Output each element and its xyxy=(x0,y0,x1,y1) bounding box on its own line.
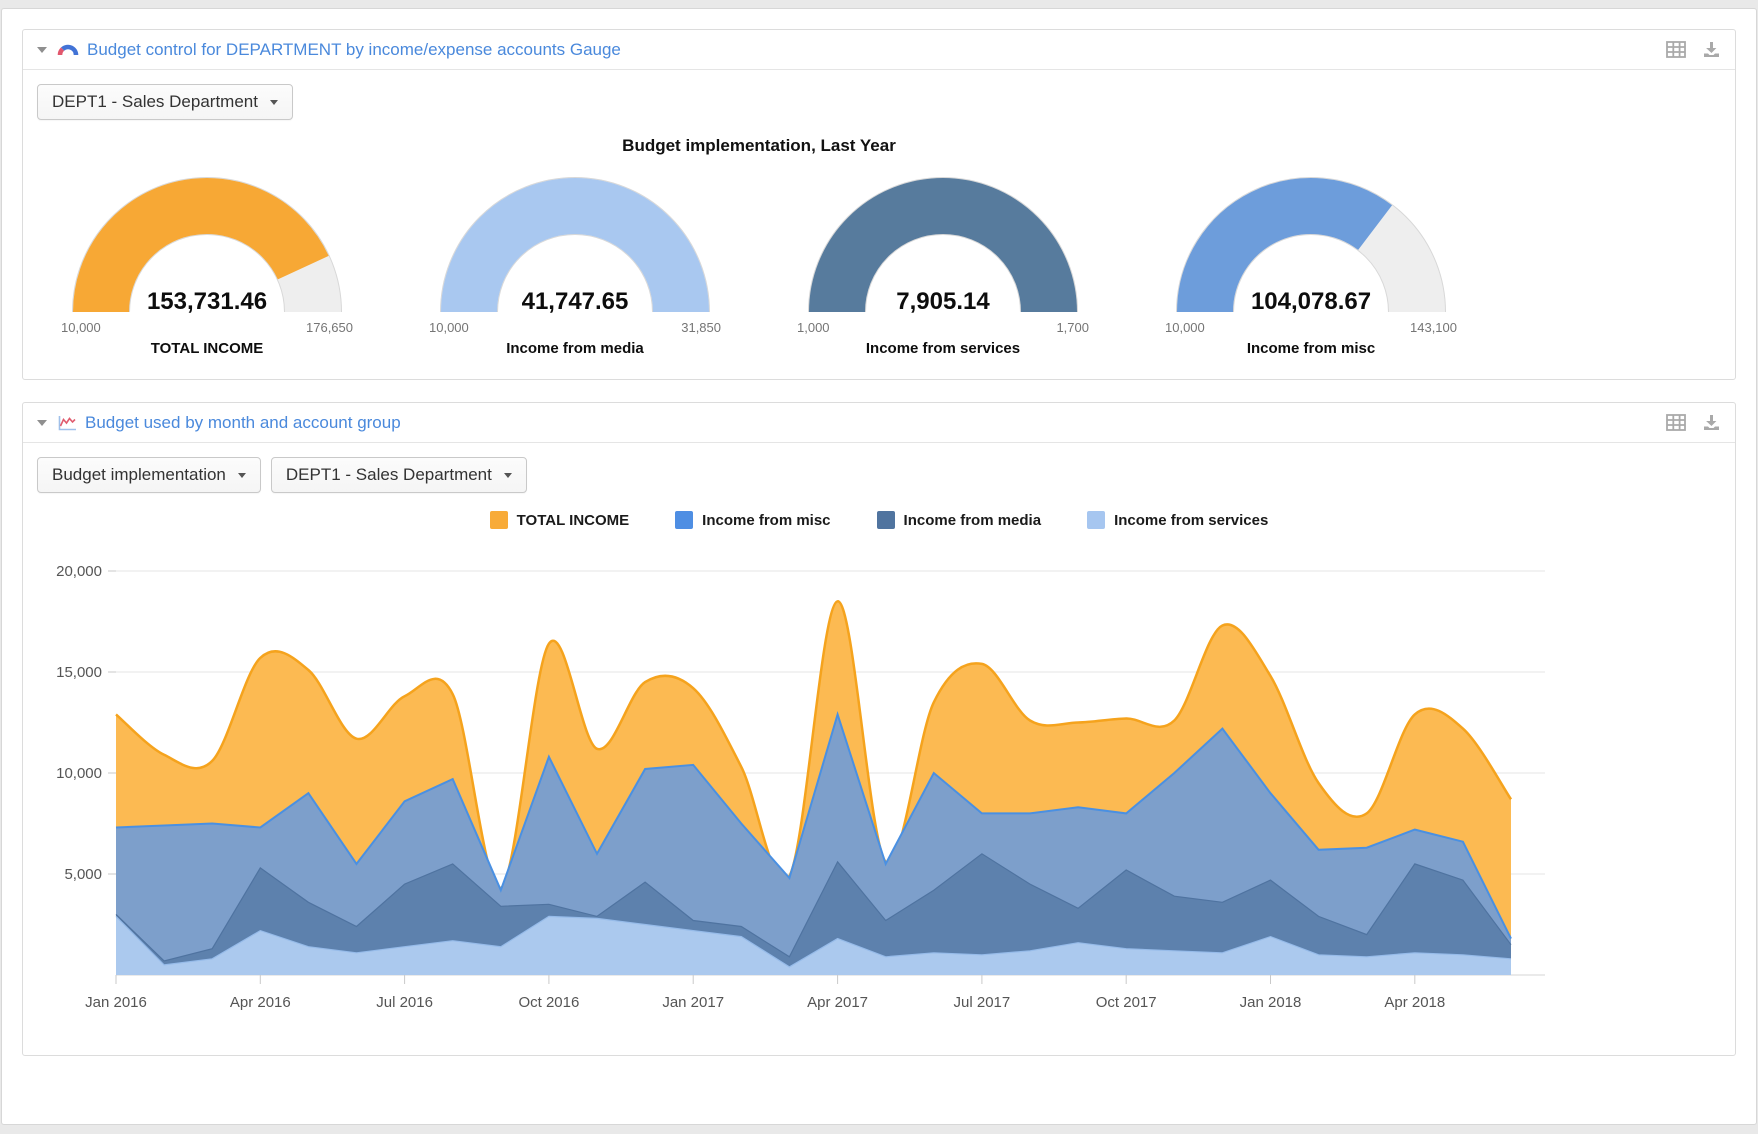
department-dropdown-value: DEPT1 - Sales Department xyxy=(286,465,492,485)
gauge-chart-title: Budget implementation, Last Year xyxy=(23,126,1735,162)
gauge-income-services: 7,905.14 1,000 1,700 Income from service… xyxy=(759,166,1127,357)
gauge-value: 153,731.46 xyxy=(57,288,357,316)
legend-label: TOTAL INCOME xyxy=(517,512,630,529)
gauge-total-income: 153,731.46 10,000 176,650 TOTAL INCOME xyxy=(23,166,391,357)
area-panel-filters: Budget implementation DEPT1 - Sales Depa… xyxy=(23,443,1735,499)
caret-down-icon xyxy=(238,473,246,478)
department-dropdown[interactable]: DEPT1 - Sales Department xyxy=(37,84,293,120)
legend-label: Income from services xyxy=(1114,512,1268,529)
svg-text:20,000: 20,000 xyxy=(56,563,102,580)
gauge-income-media: 41,747.65 10,000 31,850 Income from medi… xyxy=(391,166,759,357)
svg-text:Apr 2017: Apr 2017 xyxy=(807,994,868,1011)
gauge-value: 41,747.65 xyxy=(425,288,725,316)
svg-text:Jul 2016: Jul 2016 xyxy=(376,994,433,1011)
svg-text:Oct 2017: Oct 2017 xyxy=(1096,994,1157,1011)
legend-item[interactable]: Income from services xyxy=(1087,511,1268,529)
gauge-title: Income from media xyxy=(391,340,759,357)
gauge-value: 7,905.14 xyxy=(793,288,1093,316)
dataset-dropdown[interactable]: Budget implementation xyxy=(37,457,261,493)
gauge-value: 104,078.67 xyxy=(1161,288,1461,316)
gauge-min-label: 10,000 xyxy=(429,320,469,335)
legend-swatch xyxy=(675,511,693,529)
svg-text:Jan 2017: Jan 2017 xyxy=(662,994,724,1011)
dashboard-card: Budget control for DEPARTMENT by income/… xyxy=(1,8,1757,1125)
caret-down-icon xyxy=(504,473,512,478)
line-chart-icon xyxy=(57,415,77,431)
table-icon[interactable] xyxy=(1666,414,1686,431)
svg-text:Jan 2018: Jan 2018 xyxy=(1240,994,1302,1011)
gauge-min-label: 1,000 xyxy=(797,320,830,335)
svg-text:Jan 2016: Jan 2016 xyxy=(85,994,147,1011)
legend-item[interactable]: Income from misc xyxy=(675,511,830,529)
svg-text:Apr 2018: Apr 2018 xyxy=(1384,994,1445,1011)
area-panel-header: Budget used by month and account group xyxy=(23,403,1735,443)
gauge-income-misc: 104,078.67 10,000 143,100 Income from mi… xyxy=(1127,166,1495,357)
svg-text:Oct 2016: Oct 2016 xyxy=(518,994,579,1011)
area-panel-title[interactable]: Budget used by month and account group xyxy=(85,413,401,433)
legend-swatch xyxy=(877,511,895,529)
svg-text:Apr 2016: Apr 2016 xyxy=(230,994,291,1011)
gauge-panel: Budget control for DEPARTMENT by income/… xyxy=(22,29,1736,380)
gauge-max-label: 143,100 xyxy=(1410,320,1457,335)
gauge-panel-filters: DEPT1 - Sales Department xyxy=(23,70,1735,126)
legend-swatch xyxy=(1087,511,1105,529)
department-dropdown-value: DEPT1 - Sales Department xyxy=(52,92,258,112)
chart-legend: TOTAL INCOME Income from misc Income from … xyxy=(23,499,1735,531)
area-chart-wrap: 5,000 10,000 15,000 20,000 Jan 2016 Apr 2016 J… xyxy=(23,531,1735,1055)
legend-item[interactable]: Income from media xyxy=(877,511,1042,529)
svg-text:10,000: 10,000 xyxy=(56,765,102,782)
gauge-title: Income from misc xyxy=(1127,340,1495,357)
collapse-caret-icon[interactable] xyxy=(37,47,47,53)
download-icon[interactable] xyxy=(1702,414,1721,431)
legend-label: Income from misc xyxy=(702,512,830,529)
gauge-max-label: 176,650 xyxy=(306,320,353,335)
gauge-max-label: 1,700 xyxy=(1056,320,1089,335)
gauge-title: Income from services xyxy=(759,340,1127,357)
gauge-max-label: 31,850 xyxy=(681,320,721,335)
dataset-dropdown-value: Budget implementation xyxy=(52,465,226,485)
gauge-title: TOTAL INCOME xyxy=(23,340,391,357)
gauge-panel-title[interactable]: Budget control for DEPARTMENT by income/… xyxy=(87,40,621,60)
stacked-area-chart[interactable]: 5,000 10,000 15,000 20,000 Jan 2016 Apr 2016 J… xyxy=(23,531,1737,1036)
department-dropdown[interactable]: DEPT1 - Sales Department xyxy=(271,457,527,493)
gauge-min-label: 10,000 xyxy=(1165,320,1205,335)
gauges-row: 153,731.46 10,000 176,650 TOTAL INCOME 4… xyxy=(23,162,1735,379)
caret-down-icon xyxy=(270,100,278,105)
legend-swatch xyxy=(490,511,508,529)
download-icon[interactable] xyxy=(1702,41,1721,58)
legend-item[interactable]: TOTAL INCOME xyxy=(490,511,630,529)
area-panel: Budget used by month and account group xyxy=(22,402,1736,1056)
svg-text:Jul 2017: Jul 2017 xyxy=(954,994,1011,1011)
gauge-icon xyxy=(57,43,79,57)
collapse-caret-icon[interactable] xyxy=(37,420,47,426)
gauge-panel-header: Budget control for DEPARTMENT by income/… xyxy=(23,30,1735,70)
legend-label: Income from media xyxy=(904,512,1042,529)
table-icon[interactable] xyxy=(1666,41,1686,58)
svg-text:5,000: 5,000 xyxy=(64,866,102,883)
gauge-min-label: 10,000 xyxy=(61,320,101,335)
svg-text:15,000: 15,000 xyxy=(56,664,102,681)
